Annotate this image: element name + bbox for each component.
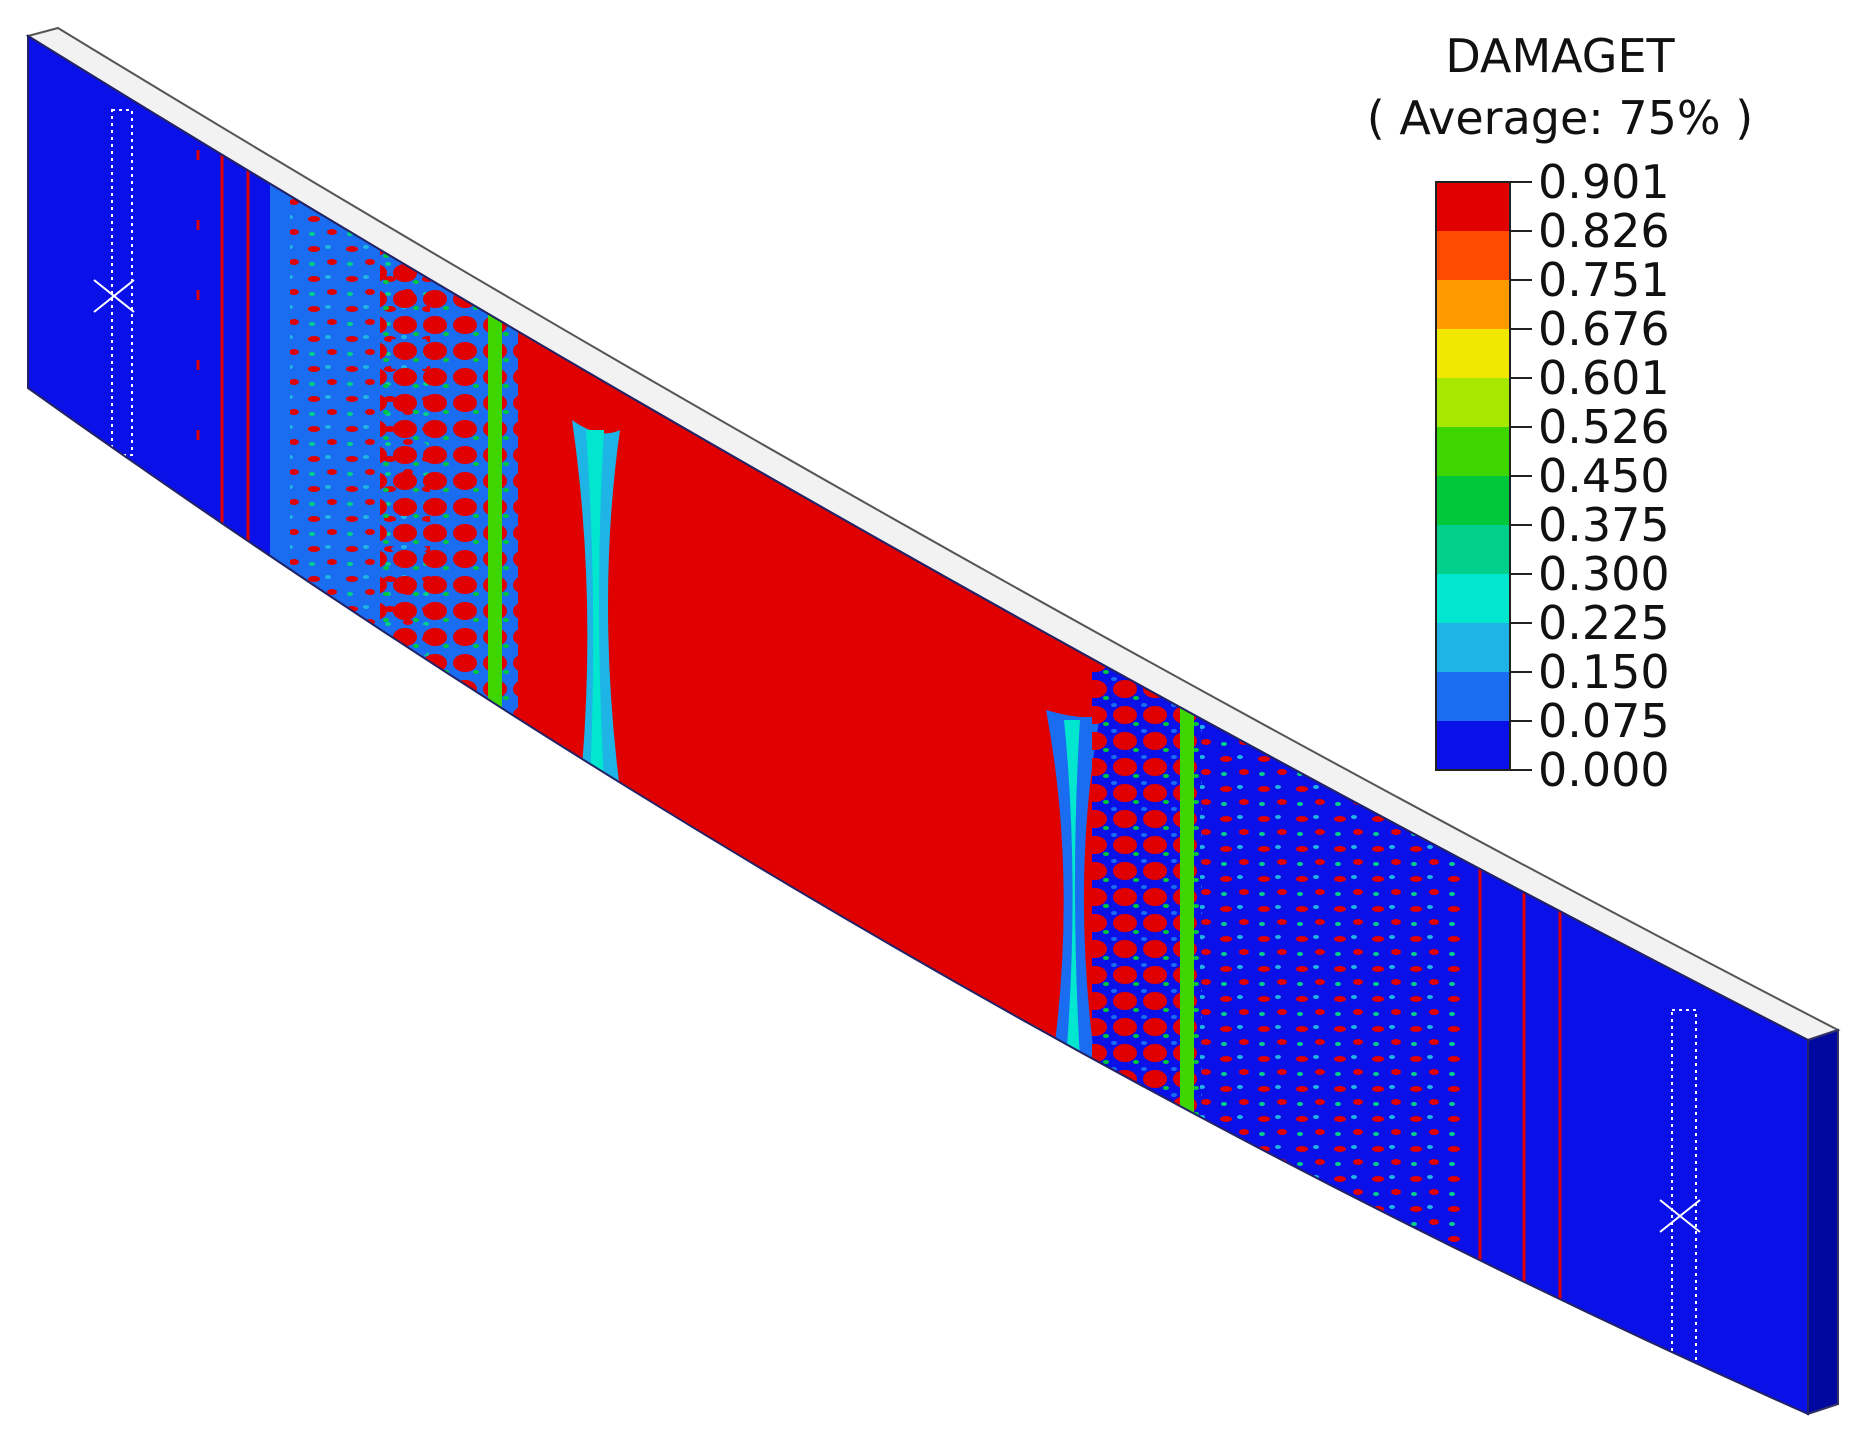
beam-outline [27,34,1809,1416]
legend-tick-label: 0.526 [1538,400,1670,454]
legend-swatch [1436,231,1510,281]
right-support-mesh [1671,1009,1697,1371]
left-green-band [488,36,502,1414]
left-dense-speckle-zone [380,36,520,1414]
beam-end-face [1807,1028,1839,1416]
legend-tick-label: 0.300 [1538,547,1670,601]
legend-swatch [1436,329,1510,379]
legend-tick-label: 0.150 [1538,645,1670,699]
left-support-mesh [111,109,133,456]
legend-tick-label: 0.375 [1538,498,1670,552]
legend-swatch [1436,525,1510,575]
legend-swatch [1436,476,1510,526]
legend-tick-label: 0.901 [1538,155,1670,209]
legend-tick-label: 0.075 [1538,694,1670,748]
right-crack-core [1064,720,1080,1060]
legend-swatch [1436,378,1510,428]
legend-tick-label: 0.601 [1538,351,1670,405]
legend-swatch [1436,721,1510,771]
legend-tick-label: 0.000 [1538,743,1670,797]
legend-title: DAMAGET [1445,29,1675,83]
legend-subtitle: ( Average: 75% ) [1367,91,1753,145]
legend-tick-labels: 0.9010.8260.7510.6760.6010.5260.4500.375… [1510,155,1670,797]
legend-swatch [1436,623,1510,673]
right-green-band [1180,36,1194,1414]
left-support-marker [93,279,135,313]
legend-tick-label: 0.826 [1538,204,1670,258]
legend-color-bar [1435,181,1511,771]
legend-tick-label: 0.225 [1538,596,1670,650]
legend-tick-label: 0.450 [1538,449,1670,503]
legend-tick-label: 0.676 [1538,302,1670,356]
contour-legend: DAMAGET ( Average: 75% ) 0.9010.8260.751… [1367,29,1753,797]
legend-swatch [1436,182,1510,232]
right-support-marker [1659,1199,1701,1233]
legend-swatch [1436,280,1510,330]
legend-swatch [1436,574,1510,624]
left-crack-core [586,430,604,780]
legend-swatch [1436,427,1510,477]
legend-tick-label: 0.751 [1538,253,1670,307]
legend-swatch [1436,672,1510,722]
